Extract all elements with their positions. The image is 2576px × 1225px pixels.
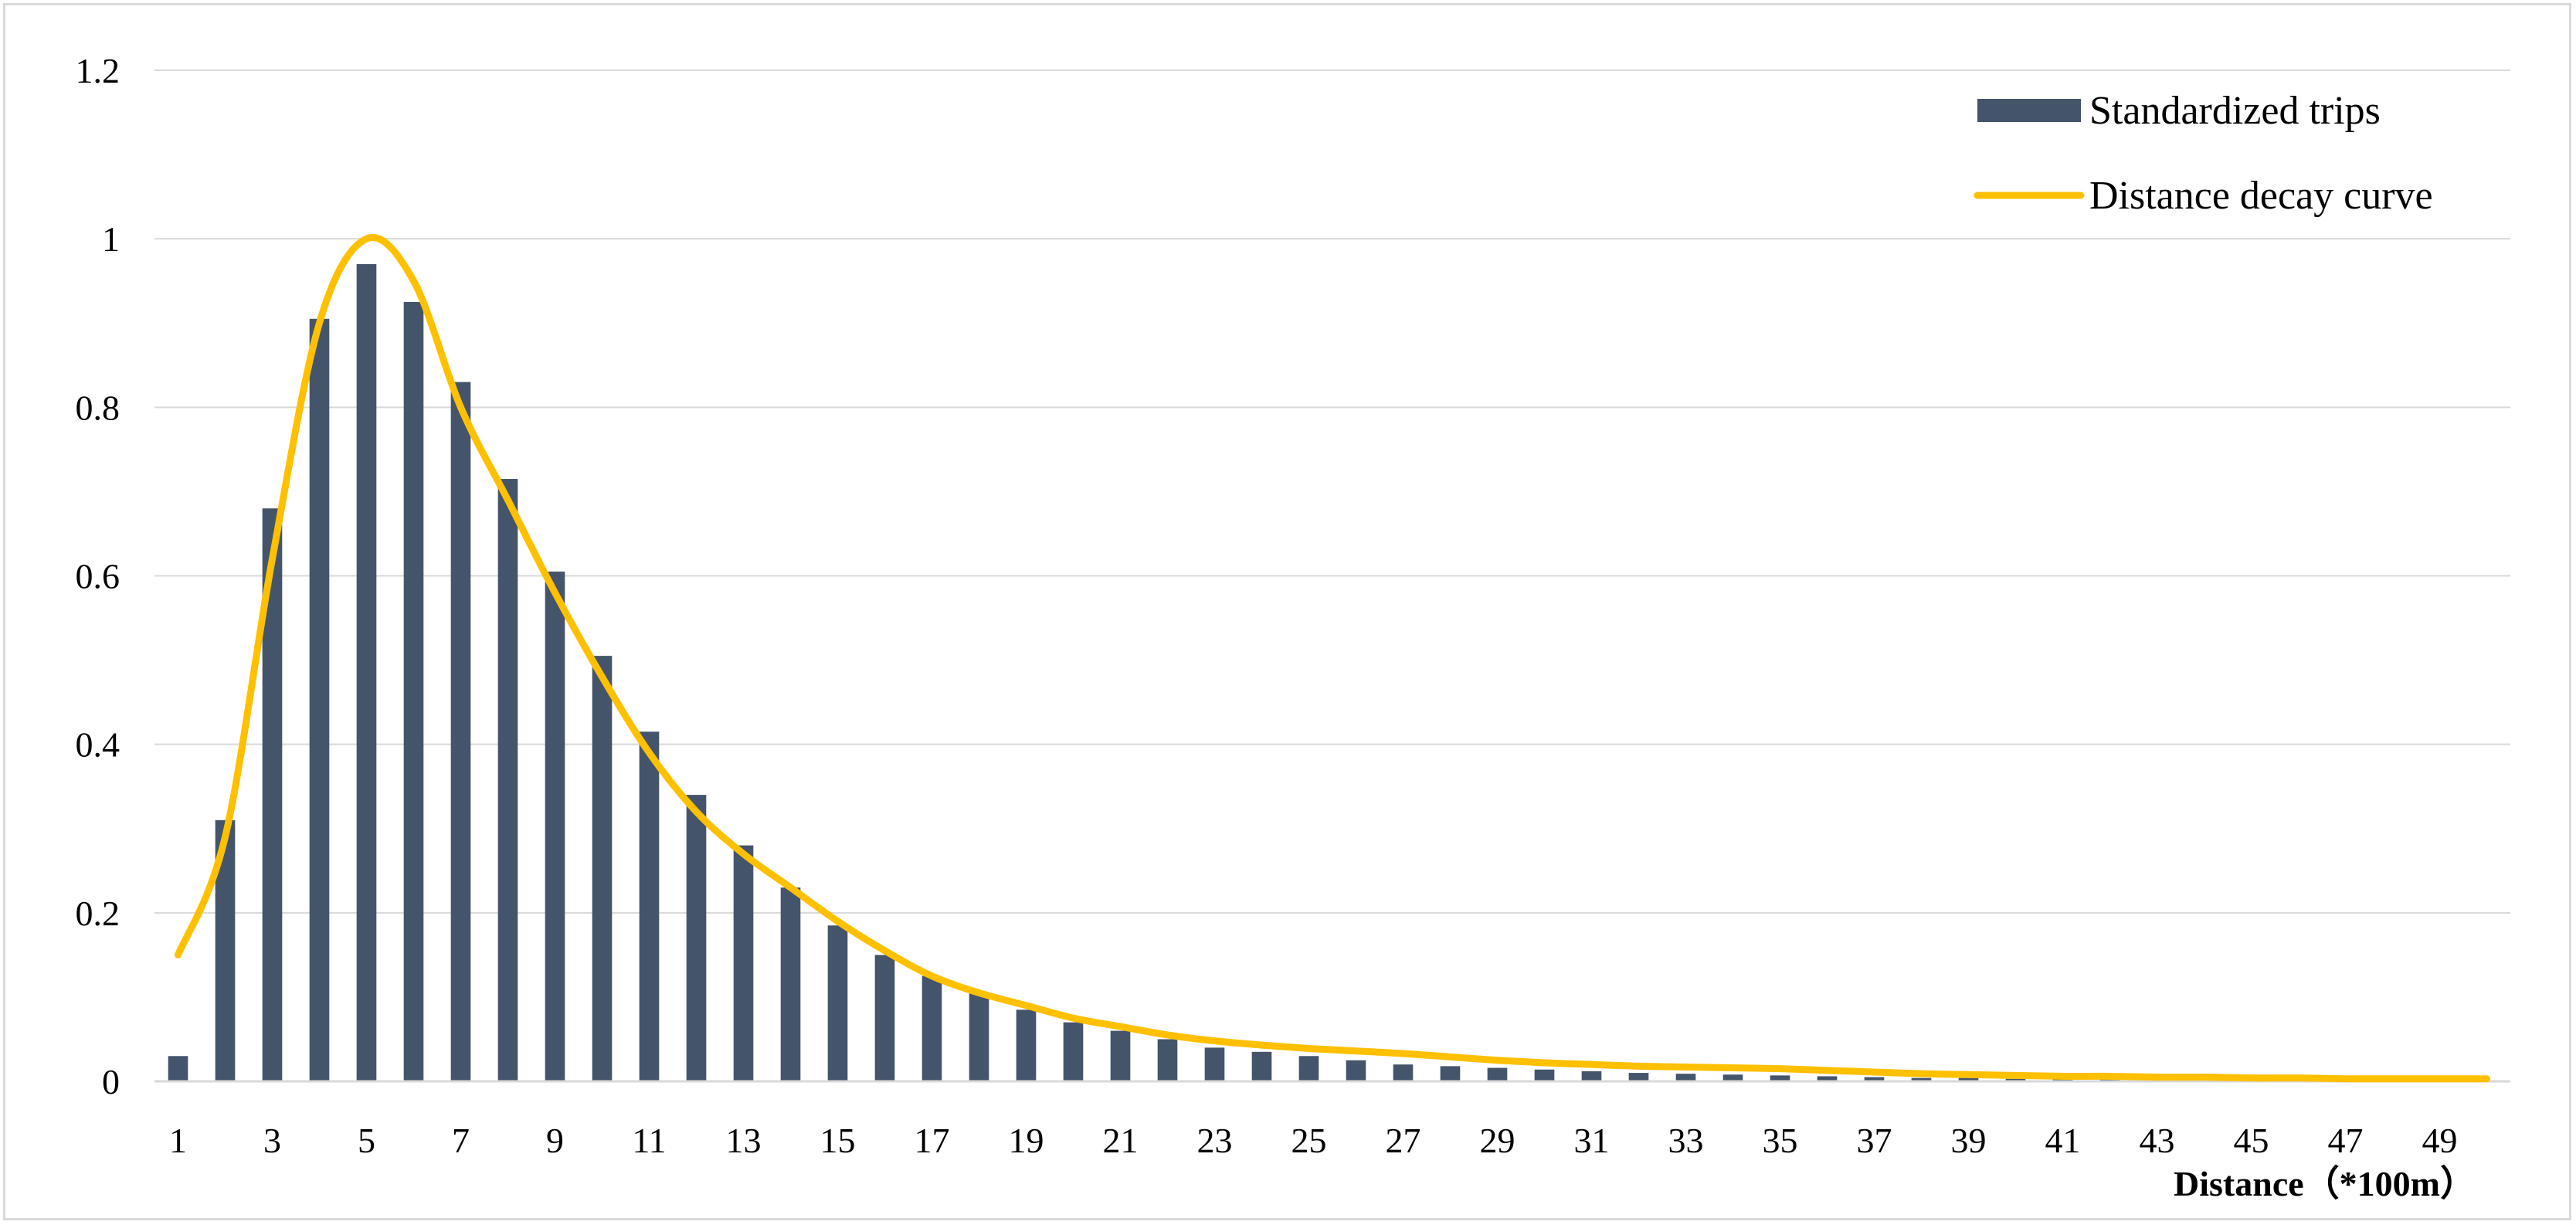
bar bbox=[1628, 1073, 1649, 1081]
bar bbox=[1393, 1064, 1414, 1081]
y-tick-label: 0.4 bbox=[76, 725, 120, 765]
decay-curve-group bbox=[175, 234, 2490, 1083]
x-tick-label: 49 bbox=[2422, 1121, 2458, 1160]
bar bbox=[780, 887, 801, 1081]
bar bbox=[733, 845, 754, 1081]
bar bbox=[1534, 1069, 1555, 1081]
bar bbox=[1204, 1047, 1225, 1081]
x-tick-label: 33 bbox=[1668, 1121, 1704, 1160]
bar bbox=[2099, 1078, 2120, 1081]
bar bbox=[827, 925, 848, 1081]
legend-label-distance-decay-curve: Distance decay curve bbox=[2089, 174, 2433, 218]
x-tick-label: 17 bbox=[915, 1121, 950, 1160]
bar bbox=[1440, 1066, 1461, 1081]
bar bbox=[545, 572, 565, 1081]
bar bbox=[1911, 1077, 1932, 1081]
bar bbox=[1346, 1060, 1366, 1081]
y-tick-label: 1 bbox=[102, 219, 120, 259]
bar bbox=[1063, 1022, 1084, 1081]
bar bbox=[356, 263, 377, 1082]
bar bbox=[592, 656, 613, 1081]
x-tick-label: 35 bbox=[1763, 1121, 1798, 1160]
legend-bar-swatch bbox=[1977, 99, 2081, 122]
bar bbox=[450, 382, 471, 1081]
x-tick-label: 25 bbox=[1291, 1121, 1327, 1160]
bar bbox=[403, 301, 424, 1082]
x-tick-label: 23 bbox=[1197, 1121, 1233, 1160]
x-tick-label: 1 bbox=[169, 1121, 187, 1160]
bar bbox=[309, 318, 330, 1081]
y-tick-label: 1.2 bbox=[76, 51, 120, 90]
bar bbox=[2005, 1078, 2026, 1081]
legend-label-standardized-trips: Standardized trips bbox=[2089, 89, 2381, 133]
x-tick-label: 43 bbox=[2140, 1121, 2175, 1160]
bar bbox=[1958, 1077, 1979, 1081]
x-tick-label: 3 bbox=[263, 1121, 281, 1160]
bar bbox=[1016, 1010, 1037, 1081]
bar bbox=[1251, 1051, 1272, 1081]
bar bbox=[497, 479, 518, 1081]
bar bbox=[921, 976, 942, 1081]
bar bbox=[874, 955, 895, 1081]
bar bbox=[168, 1056, 188, 1081]
y-tick-label: 0.2 bbox=[76, 894, 120, 933]
y-tick-label: 0 bbox=[102, 1062, 120, 1101]
x-tick-label: 11 bbox=[632, 1121, 666, 1160]
y-axis-ticks: 0 0.2 0.4 0.6 0.8 1 1.2 bbox=[76, 51, 120, 1101]
x-tick-label: 47 bbox=[2328, 1121, 2364, 1160]
x-tick-label: 19 bbox=[1009, 1121, 1044, 1160]
bar bbox=[1581, 1071, 1602, 1081]
x-axis-label: Distance（*100m） bbox=[2174, 1164, 2476, 1203]
bar bbox=[1770, 1075, 1790, 1081]
bar bbox=[639, 731, 660, 1081]
x-tick-label: 41 bbox=[2045, 1121, 2081, 1160]
x-tick-label: 15 bbox=[820, 1121, 856, 1160]
x-tick-label: 27 bbox=[1386, 1121, 1421, 1160]
bar bbox=[1817, 1076, 1838, 1081]
bar bbox=[686, 795, 707, 1081]
bars bbox=[168, 263, 2497, 1082]
bar bbox=[2052, 1078, 2073, 1081]
x-tick-label: 31 bbox=[1574, 1121, 1610, 1160]
x-tick-label: 5 bbox=[358, 1121, 375, 1160]
bar bbox=[1722, 1074, 1743, 1081]
x-tick-label: 21 bbox=[1103, 1121, 1139, 1160]
x-tick-label: 29 bbox=[1480, 1121, 1515, 1160]
bar bbox=[1157, 1039, 1178, 1081]
x-tick-label: 13 bbox=[726, 1121, 762, 1160]
y-tick-label: 0.6 bbox=[76, 557, 120, 596]
x-tick-label: 7 bbox=[452, 1121, 470, 1160]
x-tick-label: 9 bbox=[546, 1121, 564, 1160]
bar bbox=[1864, 1077, 1885, 1081]
bar bbox=[1110, 1030, 1131, 1081]
x-tick-label: 39 bbox=[1951, 1121, 1987, 1160]
x-tick-label: 45 bbox=[2234, 1121, 2269, 1160]
legend: Standardized trips Distance decay curve bbox=[1974, 89, 2433, 218]
bar bbox=[1298, 1056, 1319, 1081]
bar bbox=[969, 993, 989, 1081]
bar bbox=[1487, 1067, 1508, 1081]
chart-frame bbox=[3, 3, 2571, 1220]
x-tick-label: 37 bbox=[1857, 1121, 1892, 1160]
x-axis-ticks: 1 3 5 7 9 11 13 15 17 19 21 23 25 27 29 31 33 35 37 39 41 43 4… bbox=[169, 1121, 2458, 1160]
decay-curve bbox=[175, 234, 2490, 1083]
bar bbox=[1675, 1074, 1696, 1081]
y-tick-label: 0.8 bbox=[76, 388, 120, 427]
